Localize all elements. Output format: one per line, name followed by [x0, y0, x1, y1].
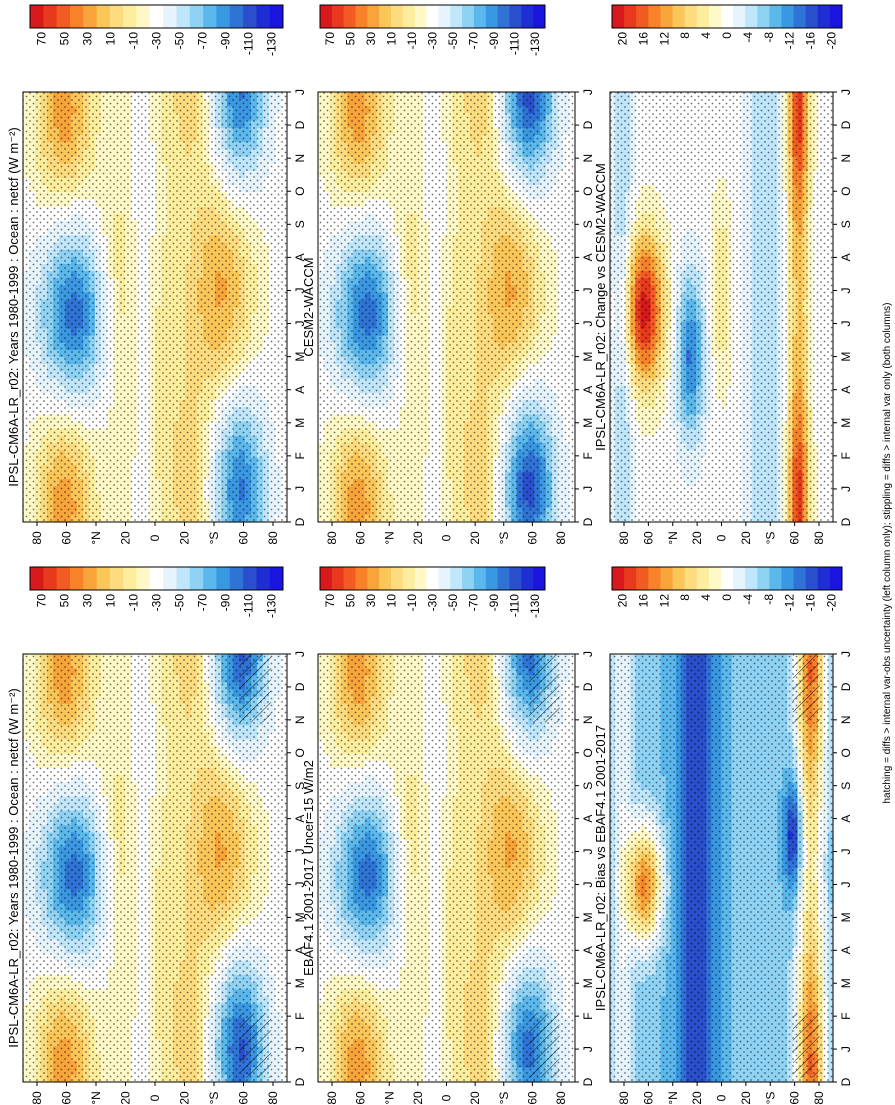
lat-tick-label: 80	[266, 1091, 280, 1105]
colorbar-swatch	[96, 567, 111, 590]
colorbar-swatch	[109, 567, 124, 590]
colorbar: 70 50 30 10 -10 -30 -50 -70 -90 -110 -130	[29, 566, 284, 618]
colorbar-tick-label: -30	[150, 594, 164, 612]
lat-tick-label: 60	[60, 1091, 74, 1105]
month-tick-label: J	[293, 1046, 307, 1052]
lat-tick-label: °N	[89, 1091, 103, 1104]
colorbar-swatch	[149, 567, 164, 590]
colorbar-tick-label: 10	[104, 594, 118, 608]
lat-tick-label: 0	[148, 1094, 162, 1101]
colorbar-swatch	[216, 567, 231, 590]
colorbar-tick-label: -110	[242, 594, 256, 617]
stippling-overlay	[23, 654, 287, 1082]
colorbar-swatch	[269, 567, 284, 590]
colorbar-tick-label: 30	[81, 594, 95, 608]
colorbar-tick-label: 50	[58, 594, 72, 608]
lat-tick-label: 20	[178, 1091, 192, 1105]
colorbar-tick-label: -70	[196, 594, 210, 612]
month-tick-label: M	[293, 912, 307, 922]
colorbar-swatch	[83, 567, 97, 590]
month-tick-label: J	[293, 651, 307, 657]
month-tick-label: J	[293, 881, 307, 887]
colorbar-swatch	[229, 567, 244, 590]
month-tick-label: D	[293, 1077, 307, 1086]
colorbar-tick-label: -10	[127, 594, 141, 612]
month-tick-label: J	[293, 849, 307, 855]
colorbar-tick-label: -130	[265, 594, 279, 618]
month-tick-label: F	[293, 1012, 307, 1019]
lat-tick-label: 80	[30, 1091, 44, 1105]
colorbar-swatch	[243, 567, 257, 590]
month-tick-label: A	[293, 815, 307, 823]
hatching-overlay	[239, 1013, 272, 1078]
colorbar-tick-label: 70	[35, 594, 49, 608]
colorbar-swatch	[30, 567, 44, 590]
heatmap-panel-1: 80 60 °N 20 0 20 °S 60 80 D J F M A M J J A S O N D J IPSL-CM6A…	[6, 566, 307, 1105]
month-tick-label: S	[293, 782, 307, 790]
month-tick-label: A	[293, 946, 307, 954]
colorbar-tick-label: -50	[173, 594, 187, 612]
month-tick-label: D	[293, 682, 307, 691]
colorbar-swatch	[136, 567, 151, 590]
month-tick-label: M	[293, 978, 307, 988]
lat-tick-label: °S	[207, 1092, 221, 1105]
colorbar-swatch	[123, 567, 137, 590]
colorbar-tick-label: -90	[219, 594, 233, 612]
colorbar-swatch	[69, 567, 84, 590]
colorbar-swatch	[203, 567, 217, 590]
colorbar-swatch	[56, 567, 71, 590]
colorbar-swatch	[256, 567, 271, 590]
colorbar-frame	[29, 566, 284, 591]
colorbar-swatch	[163, 567, 177, 590]
colorbar-swatch	[189, 567, 204, 590]
colorbar-swatch	[176, 567, 191, 590]
hatching-overlay	[239, 654, 272, 723]
lat-tick-label: 60	[237, 1091, 251, 1105]
colorbar-swatch	[43, 567, 58, 590]
panel-title: IPSL-CM6A-LR_r02: Years 1980-1999 : Ocea…	[6, 688, 21, 1047]
lat-tick-label: 20	[119, 1091, 133, 1105]
month-tick-label: O	[293, 748, 307, 757]
month-tick-label: N	[293, 716, 307, 725]
